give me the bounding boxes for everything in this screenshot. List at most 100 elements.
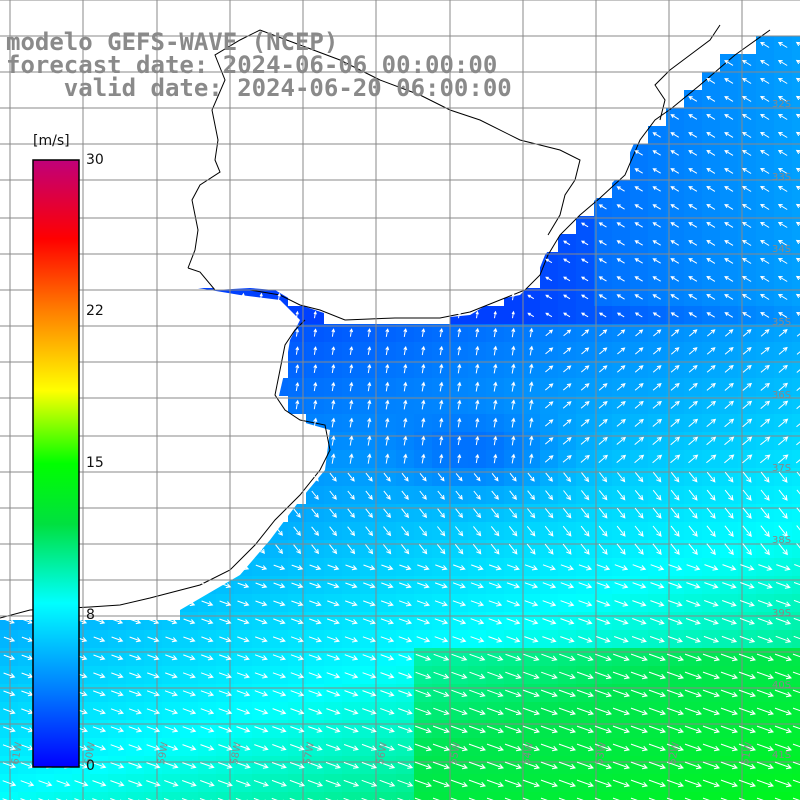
wind-arrow <box>685 618 701 625</box>
wind-arrow <box>670 436 681 446</box>
wind-arrow <box>580 240 589 246</box>
wind-arrow <box>362 654 377 661</box>
wind-arrow <box>778 312 788 318</box>
wind-arrow <box>632 582 647 589</box>
wind-arrow <box>580 436 590 445</box>
wind-arrow <box>757 635 774 643</box>
wind-arrow <box>146 726 161 733</box>
wind-arrow <box>146 744 161 751</box>
wind-arrow <box>760 203 770 210</box>
wind-arrow <box>56 798 68 800</box>
wind-arrow <box>760 400 771 409</box>
wind-arrow <box>529 363 534 374</box>
wind-arrow <box>111 636 124 643</box>
wind-arrow <box>795 185 800 191</box>
wind-arrow <box>504 797 519 800</box>
wind-arrow <box>255 618 268 625</box>
wind-arrow <box>670 186 680 192</box>
wind-arrow <box>421 417 426 428</box>
wind-arrow <box>273 582 286 589</box>
wind-arrow <box>367 381 372 392</box>
wind-arrow <box>542 618 557 625</box>
wind-arrow <box>529 381 534 392</box>
wind-arrow <box>702 761 720 770</box>
wind-arrow <box>742 293 752 300</box>
wind-arrow <box>706 507 716 519</box>
wind-arrow <box>760 41 770 48</box>
wind-arrow <box>778 400 789 410</box>
wind-arrow <box>630 743 648 752</box>
wind-arrow <box>702 779 720 788</box>
wind-arrow <box>331 417 336 428</box>
wind-arrow <box>742 203 752 210</box>
wind-speed-cell <box>792 198 800 216</box>
wind-arrow <box>777 41 788 48</box>
wind-arrow <box>562 525 572 537</box>
wind-arrow <box>652 168 661 174</box>
latitude-label: 41S <box>772 750 791 761</box>
wind-arrow <box>706 525 716 538</box>
wind-arrow <box>380 600 394 607</box>
wind-speed-cell <box>540 792 558 800</box>
wind-arrow <box>614 618 629 625</box>
wind-arrow <box>724 78 734 84</box>
wind-arrow <box>182 780 197 787</box>
wind-arrow <box>652 258 661 264</box>
wind-arrow <box>760 382 770 391</box>
wind-arrow <box>453 564 466 571</box>
wind-arrow <box>289 762 305 769</box>
wind-arrow <box>702 743 720 752</box>
wind-arrow <box>576 689 594 698</box>
wind-arrow <box>272 636 286 643</box>
wind-arrow <box>794 564 800 568</box>
wind-arrow <box>307 761 323 769</box>
wind-arrow <box>724 114 734 120</box>
wind-arrow <box>616 204 625 210</box>
wind-arrow <box>110 726 125 733</box>
wind-arrow <box>760 239 770 246</box>
wind-arrow <box>110 798 122 800</box>
wind-arrow <box>598 507 608 519</box>
wind-speed-cell <box>702 792 720 800</box>
wind-arrow <box>740 582 755 589</box>
wind-arrow <box>486 743 504 752</box>
wind-arrow <box>777 293 788 300</box>
wind-arrow <box>684 779 702 788</box>
wind-arrow <box>92 726 107 733</box>
wind-arrow <box>616 507 626 519</box>
wind-arrow <box>742 525 752 538</box>
wind-arrow <box>403 453 408 464</box>
wind-arrow <box>491 472 499 482</box>
wind-arrow <box>648 725 666 734</box>
wind-arrow <box>509 508 518 519</box>
wind-arrow <box>742 382 753 391</box>
wind-arrow <box>598 204 607 210</box>
wind-arrow <box>598 240 607 246</box>
wind-arrow <box>272 690 287 697</box>
wind-arrow <box>470 618 485 625</box>
wind-arrow <box>487 689 504 698</box>
wind-arrow <box>634 294 643 300</box>
wind-arrow <box>311 526 320 537</box>
wind-arrow <box>616 276 625 282</box>
wind-arrow <box>634 472 644 483</box>
wind-arrow <box>581 472 590 483</box>
wind-arrow <box>742 257 752 264</box>
wind-arrow <box>792 689 800 694</box>
wind-arrow <box>630 725 648 734</box>
wind-arrow <box>599 472 608 483</box>
wind-arrow <box>562 507 572 519</box>
wind-arrow <box>217 780 233 787</box>
wind-arrow <box>473 526 482 537</box>
wind-arrow <box>540 761 558 770</box>
wind-arrow <box>403 381 408 392</box>
wind-arrow <box>777 239 788 246</box>
wind-arrow <box>362 690 377 697</box>
wind-arrow <box>493 327 498 338</box>
wind-arrow <box>293 544 302 555</box>
wind-arrow <box>760 364 770 373</box>
wind-arrow <box>398 672 413 679</box>
wind-arrow <box>493 399 498 410</box>
longitude-label: 58W <box>229 741 244 765</box>
